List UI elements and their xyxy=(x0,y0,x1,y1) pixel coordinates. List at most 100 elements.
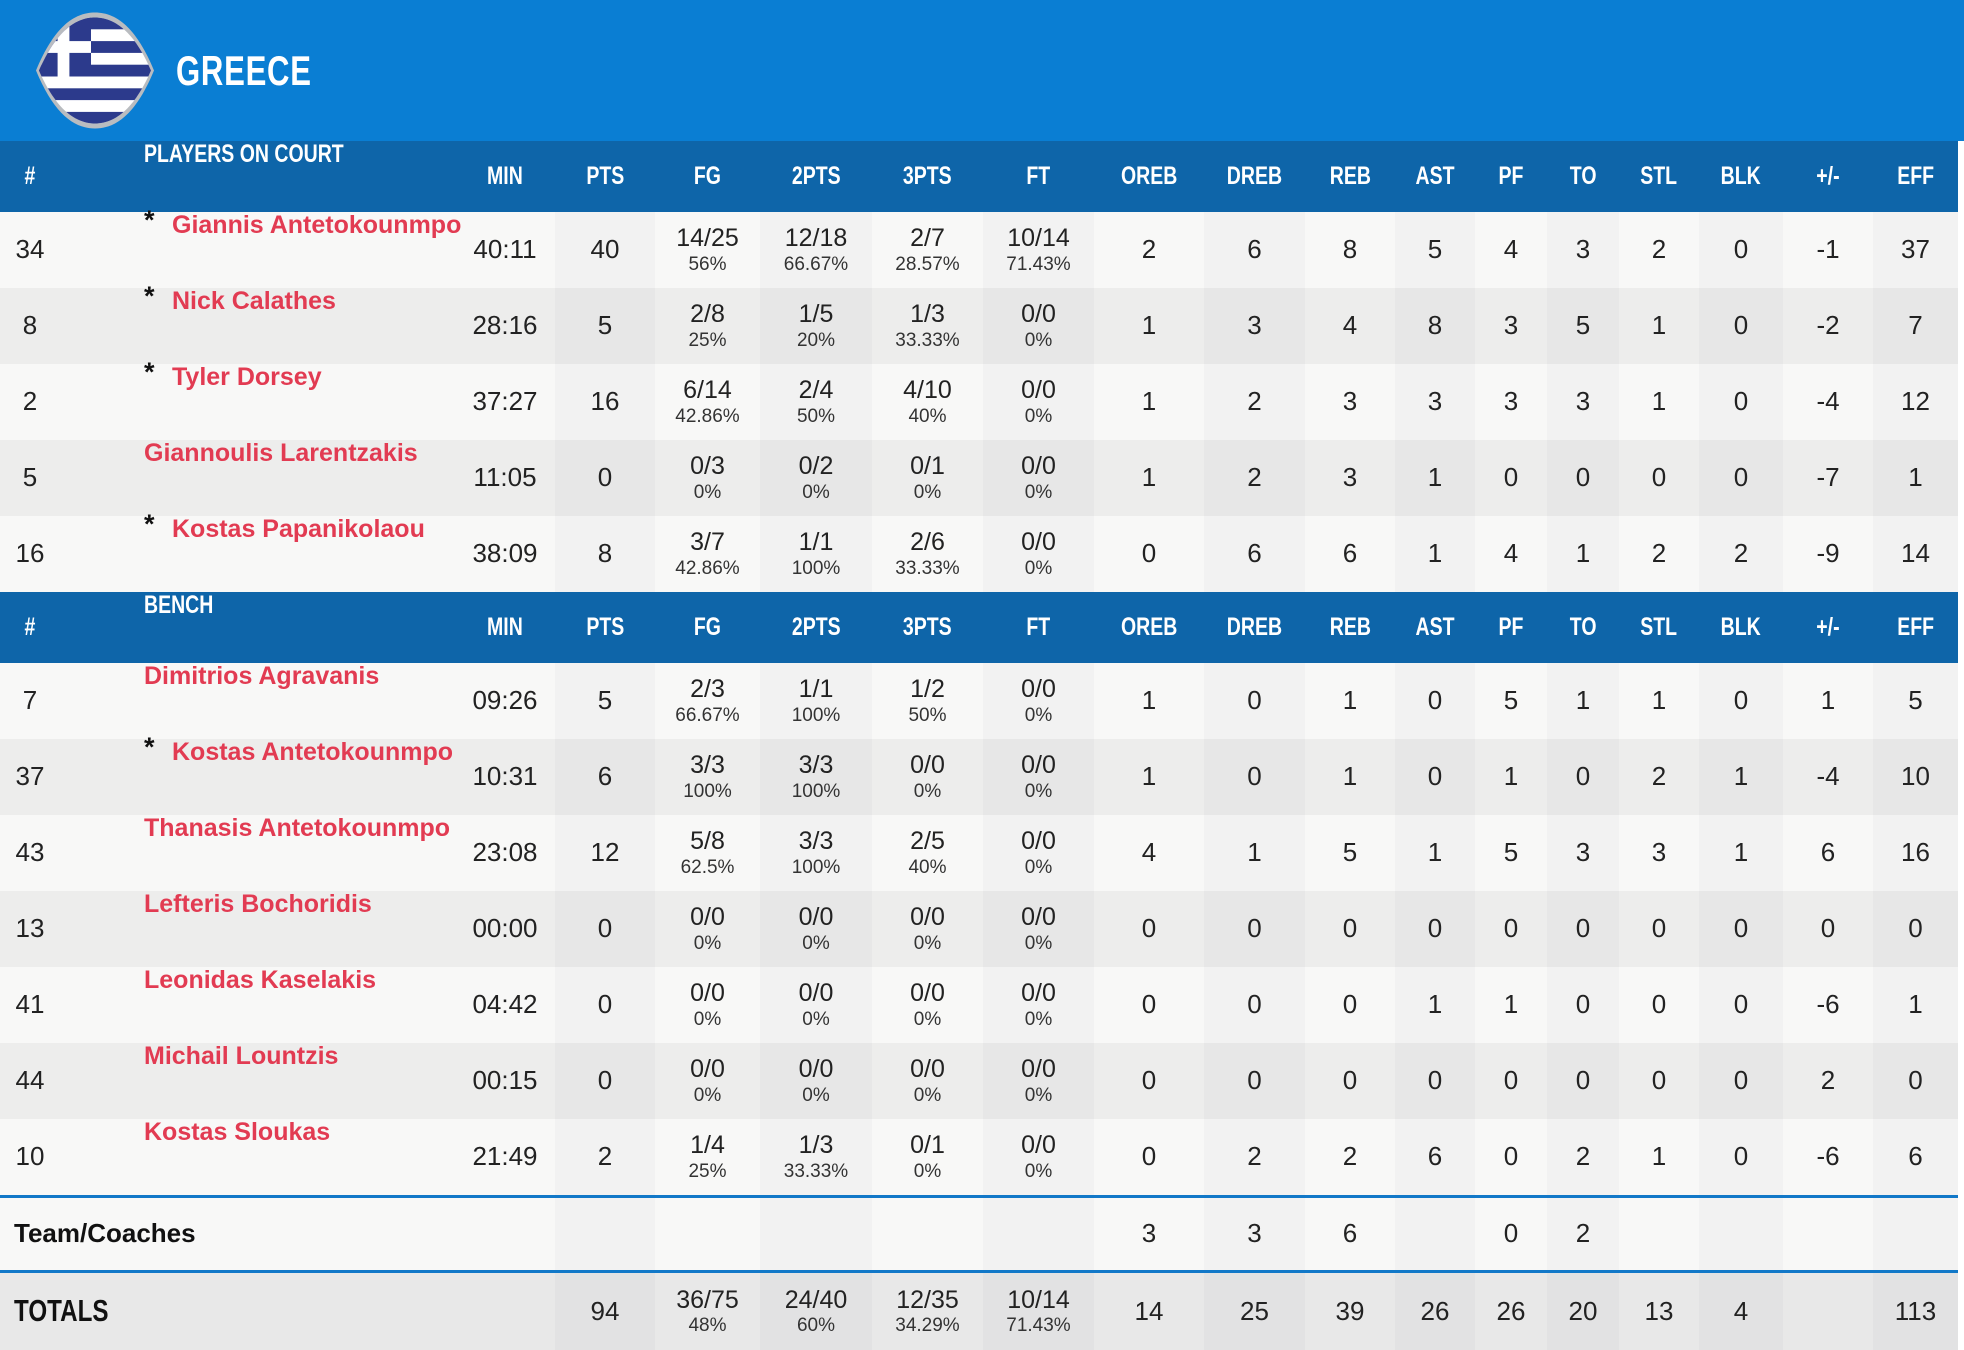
column-header-label: DREB xyxy=(1226,162,1283,191)
stat-cell: 1/3 33.33% xyxy=(760,1119,872,1195)
column-header: # xyxy=(0,592,60,663)
stat-cell: 0 xyxy=(555,1043,655,1119)
totals-stat-cell: 12/35 34.29% xyxy=(872,1273,983,1350)
stat-cell: 2/3 66.67% xyxy=(655,663,760,739)
stat-value: 8 xyxy=(1342,234,1358,265)
stat-value: 2 xyxy=(1575,1218,1591,1249)
shooting-percentage: 100% xyxy=(791,704,841,726)
shooting-made-attempted: 0/0 xyxy=(1021,675,1056,704)
stat-cell: 1 xyxy=(1395,967,1475,1043)
stat-value: 1 xyxy=(1575,685,1591,716)
column-header: 3PTS xyxy=(872,141,983,212)
stat-value: -4 xyxy=(1816,761,1840,792)
player-number-value: 10 xyxy=(15,1141,45,1172)
totals-stat-cell: 20 xyxy=(1547,1273,1619,1350)
stat-cell: 38:09 xyxy=(455,516,555,592)
table-row: 2 * Tyler Dorsey 37:27 16 6/14 42.86% 2/4 50% 4/1… xyxy=(0,358,1958,440)
player-name[interactable]: Kostas Sloukas xyxy=(144,1118,331,1146)
player-name[interactable]: Thanasis Antetokounmpo xyxy=(144,814,451,842)
column-header: DREB xyxy=(1204,141,1305,212)
stat-value: 0 xyxy=(1733,989,1749,1020)
player-name-cell: * Kostas Papanikolaou xyxy=(60,510,455,592)
shooting-percentage: 66.67% xyxy=(783,253,849,275)
stat-cell: -6 xyxy=(1783,967,1873,1043)
column-header: STL xyxy=(1619,141,1699,212)
player-name[interactable]: Leonidas Kaselakis xyxy=(144,966,377,994)
column-header: FG xyxy=(655,141,760,212)
stat-value: 1 xyxy=(1342,761,1358,792)
shooting-made-attempted: 0/0 xyxy=(690,979,725,1008)
player-name-cell: * Giannis Antetokounmpo xyxy=(60,206,461,288)
player-name-cell: * Nick Calathes xyxy=(60,282,455,364)
player-name[interactable]: Lefteris Bochoridis xyxy=(144,890,372,918)
column-header: PF xyxy=(1475,592,1547,663)
totals-stat-cell: 4 xyxy=(1699,1273,1783,1350)
player-number: 41 xyxy=(0,967,60,1043)
stat-cell: 6 xyxy=(1873,1119,1958,1195)
shooting-made-attempted: 0/0 xyxy=(910,979,945,1008)
table-row: 7 Dimitrios Agravanis 09:26 5 2/3 66.67% 1/1 10… xyxy=(0,663,1958,739)
stat-cell: 2/8 25% xyxy=(655,288,760,364)
stat-cell: 0/1 0% xyxy=(872,1119,983,1195)
stat-cell: 3 xyxy=(1619,815,1699,891)
team-coaches-stat-cell: 2 xyxy=(1547,1198,1619,1270)
stat-cell: 0 xyxy=(1094,1043,1204,1119)
stat-cell: 04:42 xyxy=(455,967,555,1043)
shooting-percentage: 62.5% xyxy=(680,856,735,878)
stat-cell: 0 xyxy=(1699,891,1783,967)
stat-cell: 0 xyxy=(1305,1043,1395,1119)
stat-value: 5 xyxy=(597,310,613,341)
player-name[interactable]: Dimitrios Agravanis xyxy=(144,662,380,690)
player-name[interactable]: Giannoulis Larentzakis xyxy=(144,439,418,467)
stat-cell: 0 xyxy=(1094,967,1204,1043)
column-header: AST xyxy=(1395,592,1475,663)
shooting-percentage: 33.33% xyxy=(895,557,960,579)
shooting-percentage: 42.86% xyxy=(675,557,740,579)
shooting-made-attempted: 0/0 xyxy=(910,1055,945,1084)
player-number-value: 2 xyxy=(22,386,38,417)
column-header-label: PF xyxy=(1498,613,1524,642)
stat-cell: 0/0 0% xyxy=(760,1043,872,1119)
player-name[interactable]: Michail Lountzis xyxy=(144,1042,339,1070)
starter-asterisk: * xyxy=(144,509,155,539)
stat-cell: 0/0 0% xyxy=(872,1043,983,1119)
totals-stat-cell: 39 xyxy=(1305,1273,1395,1350)
player-number: 5 xyxy=(0,440,60,516)
player-name[interactable]: Giannis Antetokounmpo xyxy=(172,211,462,239)
column-header: AST xyxy=(1395,141,1475,212)
player-name-cell: Michail Lountzis xyxy=(60,1043,455,1119)
stat-value: 14 xyxy=(1901,538,1930,569)
starter-asterisk: * xyxy=(144,357,155,387)
stat-value: 37:27 xyxy=(472,386,538,417)
column-header: 2PTS xyxy=(760,592,872,663)
stat-cell: 0 xyxy=(1475,1119,1547,1195)
stat-value: 1 xyxy=(1908,989,1923,1020)
table-row: 16 * Kostas Papanikolaou 38:09 8 3/7 42.86% 1/1… xyxy=(0,510,1958,592)
stat-cell: 21:49 xyxy=(455,1119,555,1195)
on-court-header-row: # PLAYERS ON COURT MIN PTS FG 2PTS 3PTS FT OREB D… xyxy=(0,141,1958,212)
stat-cell: 0 xyxy=(1699,967,1783,1043)
team-coaches-stat-cell xyxy=(1783,1198,1873,1270)
stat-value: 1 xyxy=(1651,386,1667,417)
stat-value: 1 xyxy=(1141,761,1157,792)
player-name[interactable]: Kostas Papanikolaou xyxy=(172,515,425,543)
player-number-value: 34 xyxy=(15,234,45,265)
shooting-made-attempted: 2/8 xyxy=(690,300,725,329)
stat-cell: 5 xyxy=(1475,815,1547,891)
stat-value: 6 xyxy=(1427,1141,1443,1172)
stat-value: 0 xyxy=(1733,234,1749,265)
player-name[interactable]: Nick Calathes xyxy=(172,287,336,315)
stat-value: 40 xyxy=(590,234,620,265)
column-header-label: PTS xyxy=(586,162,624,191)
stat-cell: 0/3 0% xyxy=(655,440,760,516)
stat-cell: 1 xyxy=(1305,739,1395,815)
stat-cell: 3 xyxy=(1395,364,1475,440)
stat-value: 0 xyxy=(1820,913,1836,944)
stat-value: 0 xyxy=(1733,462,1749,493)
shooting-made-attempted: 24/40 xyxy=(784,1285,848,1314)
stat-value: 1 xyxy=(1427,538,1443,569)
player-name[interactable]: Tyler Dorsey xyxy=(172,363,322,391)
stat-cell: 0 xyxy=(1395,739,1475,815)
player-name[interactable]: Kostas Antetokounmpo xyxy=(172,738,454,766)
stat-value: 0 xyxy=(1247,913,1262,944)
